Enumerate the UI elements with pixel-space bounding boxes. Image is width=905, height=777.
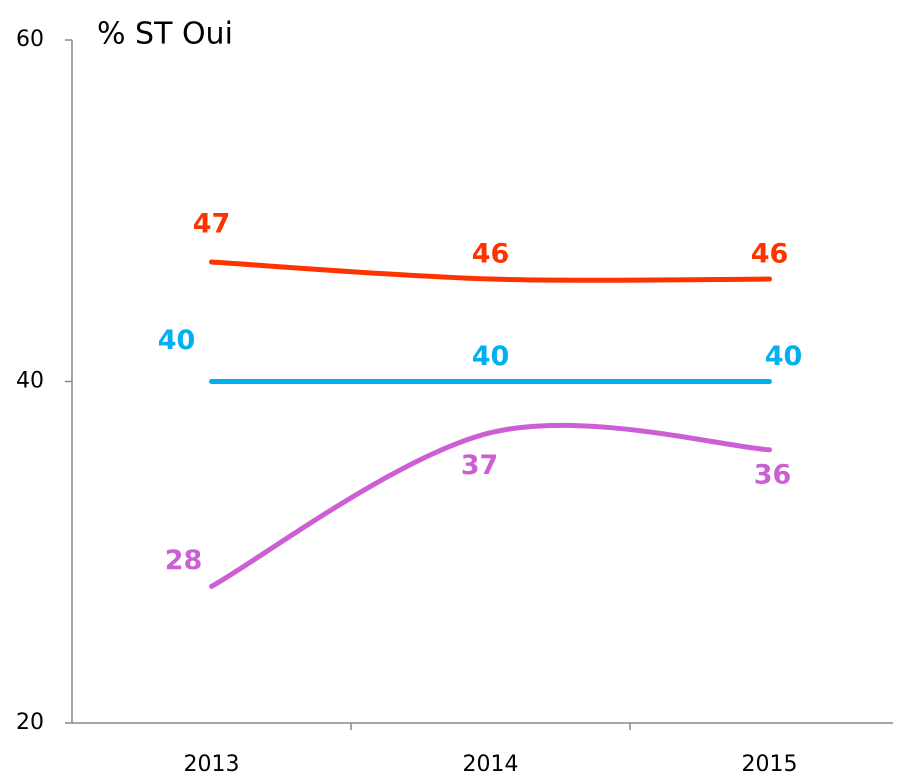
y-tick-label: 40: [16, 369, 44, 394]
data-label: 28: [165, 545, 203, 576]
chart-title: % ST Oui: [97, 17, 233, 52]
x-tick-label: 2015: [742, 752, 798, 777]
data-label: 37: [461, 450, 499, 481]
data-label: 46: [472, 239, 510, 270]
data-label: 40: [158, 325, 196, 356]
x-tick-label: 2013: [184, 752, 240, 777]
y-tick-label: 20: [16, 710, 44, 735]
data-label: 47: [193, 208, 231, 239]
line-series: [209, 422, 772, 589]
y-tick-label: 60: [16, 27, 44, 52]
line-series: [209, 259, 772, 283]
data-label: 46: [751, 239, 789, 270]
x-tick-label: 2014: [463, 752, 519, 777]
data-label: 40: [765, 341, 803, 372]
data-label: 36: [754, 459, 792, 490]
data-label: 40: [472, 341, 510, 372]
